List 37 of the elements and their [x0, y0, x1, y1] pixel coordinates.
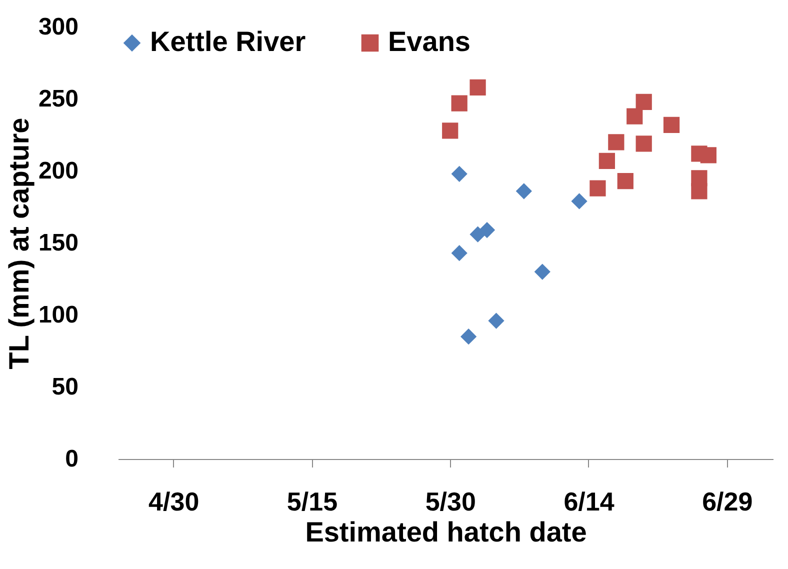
point [534, 264, 550, 280]
point [451, 245, 468, 262]
point [516, 183, 532, 200]
point [617, 173, 634, 190]
point [636, 136, 652, 152]
y-tick-label: 50 [52, 374, 78, 400]
point [590, 180, 606, 196]
point [691, 183, 708, 200]
y-tick-label: 250 [38, 86, 78, 112]
legend-label: Kettle River [150, 26, 306, 57]
point [478, 222, 496, 238]
y-tick-label: 200 [38, 158, 78, 184]
point [460, 328, 477, 345]
point [442, 122, 458, 139]
point [470, 79, 486, 96]
x-tick-label: 4/30 [148, 486, 200, 516]
point [636, 94, 652, 110]
point [700, 147, 716, 164]
x-tick-label: 6/29 [702, 486, 753, 516]
point [598, 152, 616, 169]
point [663, 116, 680, 133]
y-tick-label: 100 [38, 302, 78, 328]
x-axis-title: Estimated hatch date [305, 516, 587, 548]
x-tick-label: 5/15 [286, 486, 338, 516]
y-tick-label: 0 [65, 446, 78, 472]
point [571, 193, 588, 210]
point [488, 312, 504, 329]
point [608, 134, 624, 150]
y-tick-label: 300 [38, 14, 78, 40]
y-tick-label: 150 [38, 230, 78, 256]
point [451, 95, 468, 112]
x-tick-label: 5/30 [425, 486, 476, 516]
y-axis-title: TL (mm) at capture [3, 118, 34, 370]
legend-label: Evans [388, 26, 470, 57]
point [626, 108, 643, 124]
point [451, 166, 468, 182]
x-tick-label: 6/14 [564, 486, 615, 516]
